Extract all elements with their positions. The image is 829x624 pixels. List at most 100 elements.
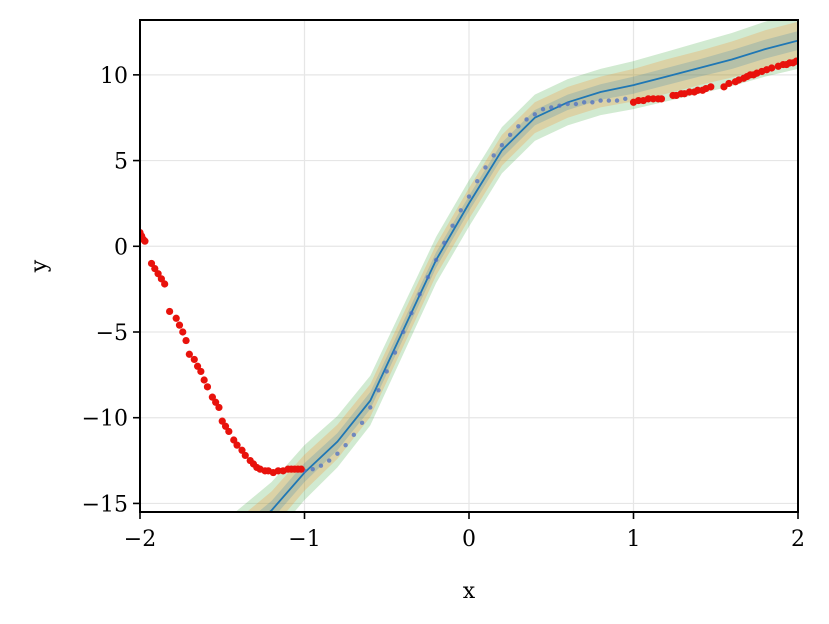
x-tick-label: 1 bbox=[627, 527, 641, 552]
x-tick-label: −1 bbox=[288, 527, 320, 552]
band-inner bbox=[258, 31, 798, 512]
train-point bbox=[401, 329, 406, 335]
test-point bbox=[172, 314, 180, 322]
y-axis-label: y bbox=[27, 259, 52, 273]
test-point bbox=[707, 83, 715, 91]
train-point bbox=[359, 420, 365, 426]
x-tick-label: 2 bbox=[791, 527, 805, 552]
test-point bbox=[241, 451, 249, 460]
test-point bbox=[151, 264, 159, 273]
train-point bbox=[466, 194, 472, 199]
test-point bbox=[218, 417, 226, 425]
train-point bbox=[442, 240, 447, 246]
train-point bbox=[368, 405, 373, 410]
train-point bbox=[384, 369, 389, 374]
test-point bbox=[175, 321, 184, 329]
test-point bbox=[649, 95, 657, 103]
train-point bbox=[623, 96, 628, 102]
train-point bbox=[573, 101, 579, 107]
train-point bbox=[458, 208, 463, 213]
test-point bbox=[657, 95, 666, 103]
x-axis-ticks: −2 −1 0 1 2 bbox=[124, 512, 805, 552]
test-point bbox=[161, 280, 169, 288]
train-point bbox=[491, 153, 496, 158]
train-point bbox=[581, 100, 587, 105]
y-tick-label: −15 bbox=[82, 492, 128, 517]
test-point bbox=[203, 383, 212, 391]
test-point bbox=[141, 237, 149, 245]
test-point bbox=[230, 436, 238, 444]
train-point bbox=[532, 112, 537, 117]
train-point bbox=[318, 463, 324, 468]
train-point bbox=[433, 257, 439, 263]
x-axis-label: x bbox=[463, 579, 476, 604]
test-point bbox=[644, 95, 652, 103]
train-point bbox=[565, 101, 570, 107]
y-tick-label: −10 bbox=[82, 407, 128, 432]
test-point bbox=[297, 465, 305, 473]
test-point bbox=[634, 96, 643, 105]
test-point bbox=[200, 376, 208, 384]
test-point bbox=[154, 270, 162, 278]
test-point bbox=[157, 275, 165, 283]
y-tick-label: 5 bbox=[114, 150, 128, 175]
test-points bbox=[140, 57, 798, 477]
train-point bbox=[392, 350, 398, 355]
x-tick-label: −2 bbox=[124, 527, 156, 552]
train-point bbox=[351, 432, 357, 438]
train-point bbox=[450, 223, 455, 228]
train-point bbox=[475, 178, 480, 184]
test-point bbox=[274, 467, 282, 475]
x-tick-label: 0 bbox=[462, 527, 476, 552]
train-points bbox=[302, 96, 628, 474]
train-point bbox=[343, 442, 348, 448]
train-point bbox=[417, 292, 422, 297]
test-point bbox=[147, 259, 156, 268]
test-point bbox=[768, 64, 776, 72]
test-point bbox=[215, 403, 223, 412]
train-point bbox=[310, 466, 315, 472]
mean-line bbox=[268, 39, 798, 512]
train-point bbox=[614, 98, 620, 103]
test-point bbox=[185, 350, 193, 358]
y-tick-label: 0 bbox=[114, 235, 128, 260]
y-tick-label: 10 bbox=[100, 64, 128, 89]
train-point bbox=[606, 98, 612, 103]
test-point bbox=[725, 79, 733, 88]
train-point bbox=[326, 458, 332, 463]
train-point bbox=[507, 132, 513, 138]
y-axis-ticks: 10 5 0 −5 −10 −15 bbox=[82, 64, 140, 517]
test-point bbox=[208, 393, 216, 401]
test-point bbox=[233, 441, 241, 449]
y-tick-label: −5 bbox=[96, 321, 128, 346]
test-point bbox=[166, 307, 174, 316]
test-point bbox=[179, 328, 187, 336]
train-point bbox=[598, 98, 603, 103]
train-point bbox=[483, 165, 488, 170]
train-point bbox=[557, 103, 562, 108]
train-point bbox=[549, 105, 554, 110]
test-point bbox=[238, 446, 246, 454]
test-point bbox=[182, 336, 190, 345]
train-point bbox=[524, 117, 529, 122]
test-point bbox=[685, 88, 694, 96]
test-point bbox=[225, 427, 233, 436]
train-point bbox=[516, 124, 521, 129]
test-point bbox=[190, 355, 198, 364]
train-point bbox=[409, 310, 414, 316]
grid bbox=[139, 20, 799, 512]
train-point bbox=[590, 100, 595, 105]
train-point bbox=[425, 274, 431, 280]
test-point bbox=[694, 86, 702, 94]
train-point bbox=[540, 106, 546, 112]
train-point bbox=[499, 142, 505, 148]
test-point bbox=[193, 362, 202, 370]
test-point bbox=[221, 422, 230, 430]
test-point bbox=[792, 57, 798, 65]
test-point bbox=[212, 398, 220, 406]
train-point bbox=[376, 388, 381, 393]
mean-line-group bbox=[268, 39, 798, 512]
test-point bbox=[197, 367, 205, 376]
train-point bbox=[335, 451, 340, 456]
